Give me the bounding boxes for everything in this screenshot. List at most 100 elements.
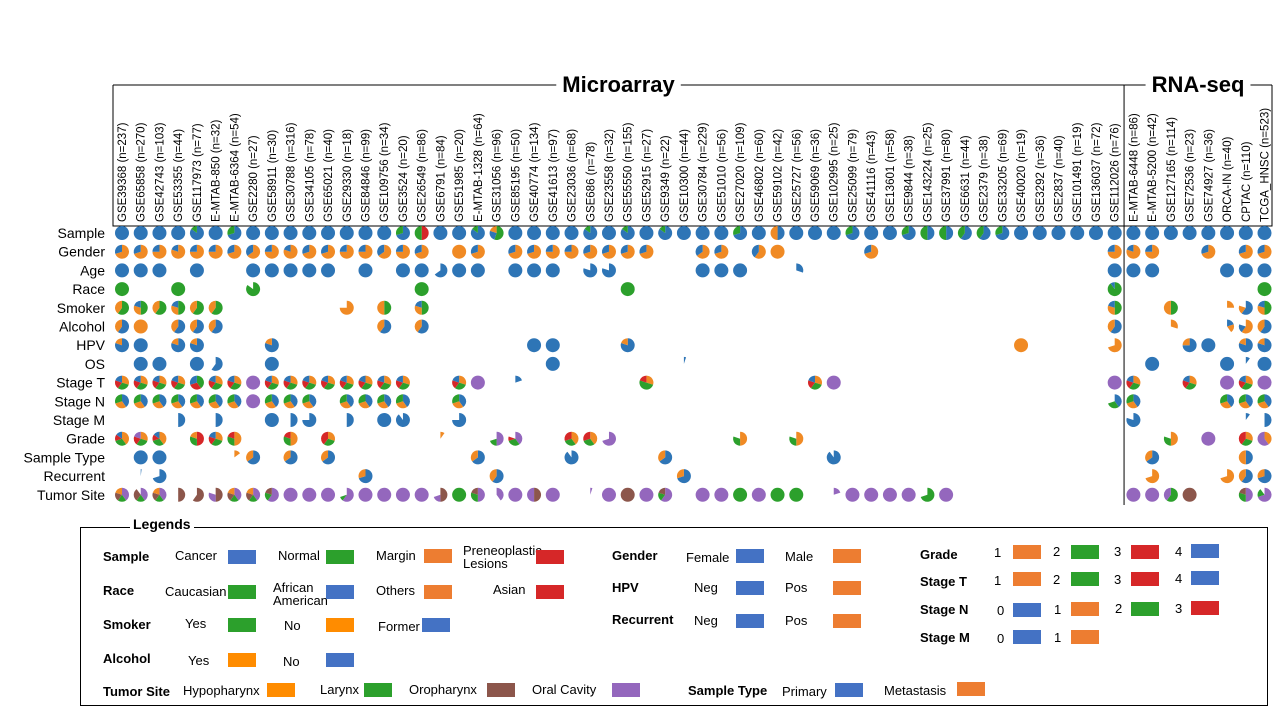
column-label: GSE127165 (n=114)	[1166, 117, 1178, 222]
pie-slice	[751, 244, 759, 258]
pie-slice	[1257, 263, 1272, 278]
pie-slice	[545, 263, 560, 278]
pie-slice	[583, 244, 598, 259]
row-label: Age	[80, 262, 105, 278]
column-label: GSE3292 (n=36)	[1035, 135, 1047, 222]
legend-item-label: Oropharynx	[409, 682, 477, 697]
pie-slice	[189, 226, 204, 240]
pie-slice	[1166, 487, 1178, 502]
pie-slice	[248, 494, 258, 502]
pie-slice	[646, 375, 654, 385]
pie-slice	[452, 401, 464, 409]
pie-slice	[380, 319, 392, 334]
pie-slice	[133, 450, 148, 465]
pie-slice	[365, 394, 373, 407]
legend-group-title: Recurrent	[612, 612, 674, 627]
legend-swatch	[1131, 602, 1159, 616]
pie-cell	[133, 394, 148, 409]
pie-cell	[189, 244, 204, 259]
pie-cell	[171, 226, 186, 240]
pie-slice	[639, 375, 647, 383]
row-label: Stage M	[53, 412, 105, 428]
row-label: Grade	[66, 431, 105, 447]
pie-cell	[395, 226, 410, 240]
pie-cell	[140, 469, 142, 477]
pie-slice	[1238, 431, 1246, 445]
pie-slice	[302, 263, 317, 278]
pie-slice	[377, 375, 385, 383]
pie-slice	[284, 450, 298, 465]
pie-slice	[601, 226, 616, 240]
pie-slice	[346, 375, 354, 385]
pie-slice	[133, 305, 141, 315]
pie-cell	[1126, 394, 1141, 409]
pie-slice	[215, 487, 223, 502]
legend-item-label: Preneoplastic Lesions	[463, 543, 542, 571]
pie-cell	[1145, 244, 1160, 259]
row-label: Tumor Site	[37, 487, 105, 503]
pie-slice	[515, 431, 523, 445]
pie-cell	[864, 226, 879, 240]
pie-slice	[789, 487, 804, 502]
pie-slice	[1126, 413, 1141, 428]
pie-cell	[1220, 356, 1235, 371]
pie-slice	[134, 300, 141, 308]
pie-cell	[1238, 450, 1253, 465]
pie-slice	[321, 487, 336, 502]
pie-slice	[1108, 338, 1122, 353]
pie-slice	[208, 319, 216, 333]
pie-cell	[208, 319, 223, 334]
legend-item-label: Pos	[785, 613, 808, 628]
column-label: GSE2379 (n=38)	[979, 135, 991, 222]
pie-slice	[136, 494, 145, 502]
pie-cell	[1257, 469, 1272, 484]
pie-slice	[1163, 300, 1171, 315]
pie-slice	[508, 487, 523, 502]
pie-slice	[1245, 487, 1253, 502]
legend-item-label: Neg	[694, 613, 718, 628]
legend-swatch	[1071, 630, 1099, 644]
pie-cell	[321, 244, 336, 259]
pie-slice	[215, 375, 223, 385]
pie-slice	[1264, 431, 1272, 445]
pie-cell	[620, 487, 635, 502]
pie-slice	[683, 356, 687, 364]
pie-cell	[1257, 244, 1272, 259]
pie-cell	[395, 375, 410, 390]
pie-slice	[1182, 380, 1190, 389]
pie-cell	[171, 394, 186, 409]
column-label: E-MTAB-850 (n=32)	[211, 119, 223, 222]
pie-slice	[1241, 469, 1253, 484]
legend-swatch	[487, 683, 515, 697]
pie-cell	[171, 338, 186, 353]
pie-cell	[496, 487, 504, 501]
legend-item-label: Hypopharynx	[183, 683, 260, 698]
pie-slice	[470, 375, 485, 390]
column-label: GSE30788 (n=316)	[286, 122, 298, 222]
pie-slice	[302, 375, 310, 383]
pie-slice	[590, 431, 598, 445]
pie-slice	[1107, 263, 1122, 278]
pie-slice	[265, 338, 272, 346]
column-label: GSE46802 (n=60)	[754, 129, 766, 222]
pie-slice	[358, 244, 373, 259]
column-label: GSE65858 (n=270)	[136, 122, 148, 222]
pie-cell	[358, 394, 373, 409]
pie-cell	[1238, 226, 1253, 240]
pie-cell	[658, 450, 673, 465]
pie-slice	[215, 394, 223, 407]
pie-cell	[227, 431, 242, 446]
pie-slice	[976, 226, 984, 239]
pie-slice	[377, 300, 385, 315]
pie-slice	[115, 394, 122, 404]
pie-slice	[1182, 375, 1190, 383]
pie-slice	[421, 226, 429, 240]
pie-slice	[302, 244, 317, 259]
column-label: GSE102995 (n=25)	[829, 122, 841, 222]
pie-slice	[789, 436, 797, 446]
pie-slice	[395, 244, 403, 252]
legend-group-title: Alcohol	[103, 651, 151, 666]
pie-slice	[1220, 394, 1228, 404]
pie-slice	[189, 338, 204, 353]
pie-slice	[192, 487, 204, 502]
